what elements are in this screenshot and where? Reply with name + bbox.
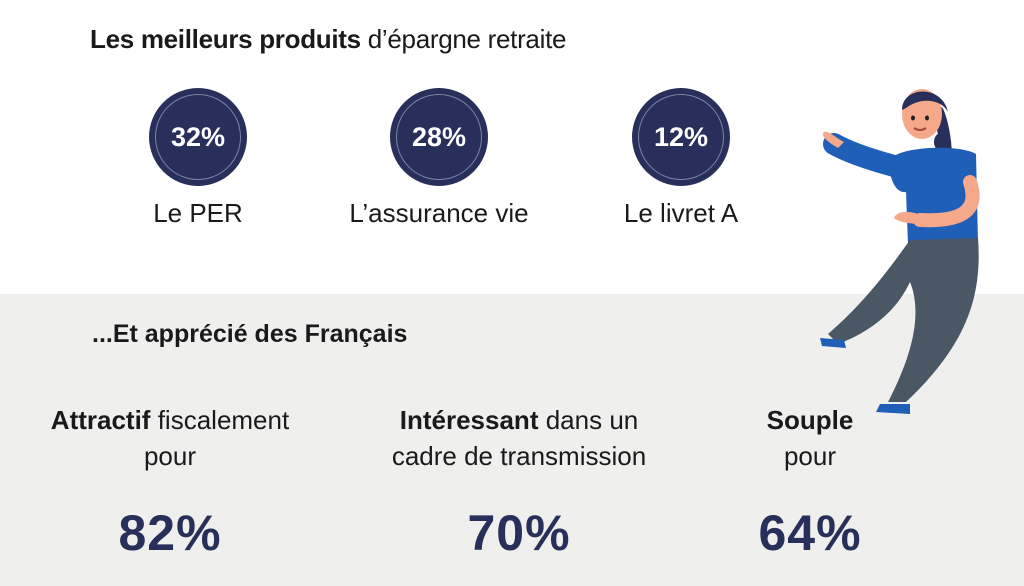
percent-value: 28% (411, 121, 467, 152)
product-livret-a: 12% Le livret A (551, 88, 811, 229)
bottom-panel (0, 294, 1024, 586)
stat-line-1: Attractif fiscalement (10, 402, 330, 438)
stat-line-2: cadre de transmission (391, 441, 647, 471)
stat-rest: dans un (545, 405, 639, 435)
product-label: L’assurance vie (349, 198, 529, 228)
pants-icon (828, 238, 979, 402)
stat-line-2: pour (783, 441, 837, 471)
stat-value: 64% (758, 505, 862, 561)
product-label: Le PER (153, 198, 243, 228)
stat-line-1: Intéressant dans un (359, 402, 679, 438)
percent-value: 12% (653, 121, 709, 152)
percent-value: 32% (170, 121, 226, 152)
stat-attractif: Attractif fiscalement pour 82% (10, 402, 330, 562)
percent-circle: 32% (149, 88, 247, 186)
title-bold: Les meilleurs produits (90, 24, 361, 54)
stat-bold: Souple (766, 405, 854, 435)
page-title: Les meilleurs produits d’épargne retrait… (90, 24, 566, 55)
stat-value: 82% (118, 505, 222, 561)
section-subtitle: ...Et apprécié des Français (92, 320, 408, 348)
woman-pointing-illustration (820, 89, 980, 414)
percent-circle: 12% (632, 88, 730, 186)
shoe-icon (820, 338, 846, 348)
shoe-icon (876, 404, 910, 414)
stat-line-2: pour (143, 441, 197, 471)
hair-icon (902, 91, 948, 112)
product-per: 32% Le PER (68, 88, 328, 229)
stat-souple: Souple pour 64% (650, 402, 970, 562)
pointing-hand-icon (822, 131, 844, 148)
stat-line-1: Souple (650, 402, 970, 438)
title-rest: d’épargne retraite (367, 24, 567, 54)
stat-bold: Attractif (50, 405, 151, 435)
stat-interessant: Intéressant dans un cadre de transmissio… (359, 402, 679, 562)
stat-value: 70% (467, 505, 571, 561)
stat-rest: fiscalement (157, 405, 290, 435)
stat-bold: Intéressant (399, 405, 539, 435)
percent-circle: 28% (390, 88, 488, 186)
product-assurance-vie: 28% L’assurance vie (309, 88, 569, 229)
product-label: Le livret A (623, 198, 739, 228)
